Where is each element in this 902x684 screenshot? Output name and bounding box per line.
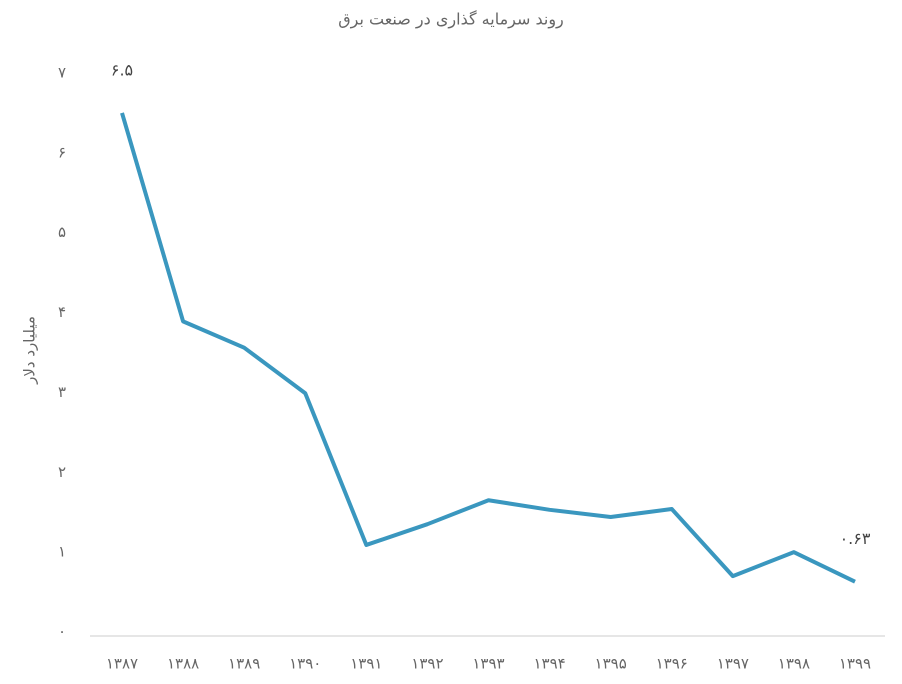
x-tick-label: ۱۳۹۵ <box>595 655 627 673</box>
x-tick-label: ۱۳۹۲ <box>411 655 443 673</box>
x-tick-label: ۱۳۹۴ <box>533 655 565 673</box>
y-tick-label: ۴ <box>58 303 66 321</box>
y-tick-label: ۰ <box>58 623 66 641</box>
x-tick-label: ۱۳۸۷ <box>106 655 138 673</box>
x-tick-label: ۱۳۹۶ <box>656 655 688 673</box>
data-line <box>120 112 856 584</box>
data-label: ۶.۵ <box>111 60 133 79</box>
y-tick-label: ۱ <box>58 543 66 561</box>
x-tick-label: ۱۳۹۳ <box>472 655 504 673</box>
x-tick-label: ۱۳۹۷ <box>717 655 749 673</box>
x-tick-label: ۱۳۸۹ <box>228 655 260 673</box>
x-tick-label: ۱۳۹۹ <box>839 655 871 673</box>
x-tick-label: ۱۳۸۸ <box>167 655 199 673</box>
data-label: ۰.۶۳ <box>840 529 871 548</box>
y-tick-label: ۲ <box>58 463 66 481</box>
x-tick-label: ۱۳۹۸ <box>778 655 810 673</box>
y-tick-label: ۳ <box>58 383 66 401</box>
chart-title: روند سرمایه گذاری در صنعت برق <box>338 10 564 30</box>
x-tick-label: ۱۳۹۰ <box>289 655 321 673</box>
y-tick-label: ۵ <box>58 223 66 241</box>
y-tick-label: ۶ <box>58 143 66 161</box>
y-tick-label: ۷ <box>58 64 66 82</box>
x-tick-label: ۱۳۹۱ <box>350 655 382 673</box>
y-axis-label: میلیارد دلار <box>21 316 39 385</box>
